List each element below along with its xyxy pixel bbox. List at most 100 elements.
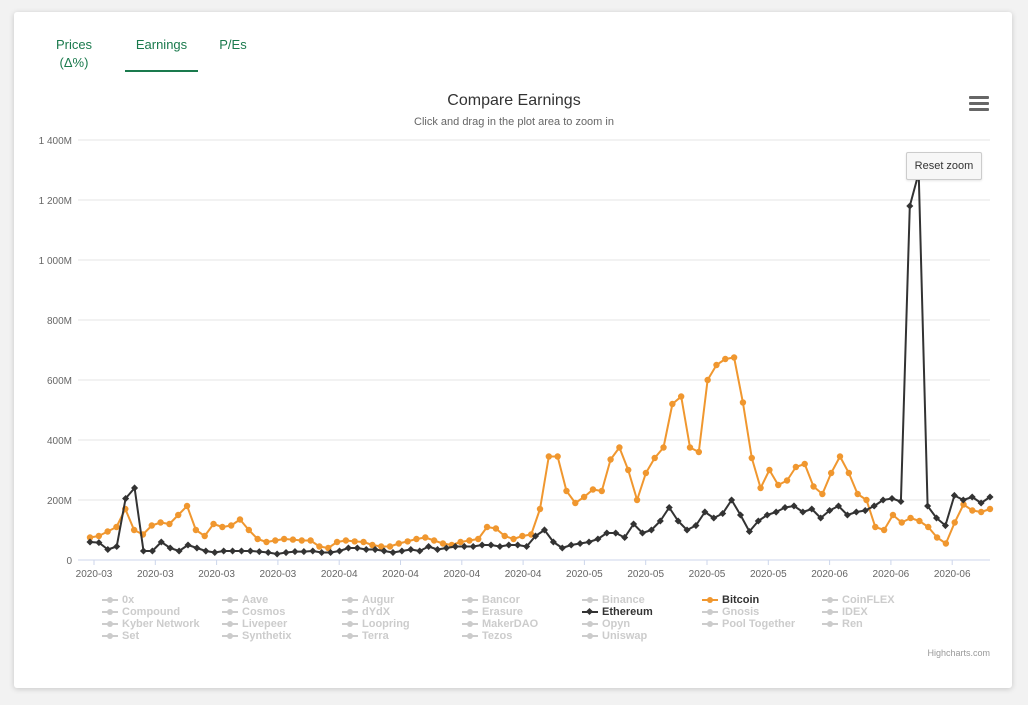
bitcoin-point <box>342 537 350 544</box>
x-tick-label: 2020-05 <box>689 569 726 580</box>
ethereum-point <box>781 503 789 512</box>
tab-earnings[interactable]: Earnings <box>125 36 198 72</box>
legend-label: Terra <box>362 630 389 642</box>
legend-item-coinflex[interactable]: CoinFLEX <box>822 594 895 606</box>
legend-item-pool-together[interactable]: Pool Together <box>702 618 795 630</box>
legend-item-ethereum[interactable]: Ethereum <box>582 606 653 618</box>
bitcoin-point <box>739 399 747 406</box>
legend-item-opyn[interactable]: Opyn <box>582 618 630 630</box>
reset-zoom-button[interactable]: Reset zoom <box>906 152 982 180</box>
tab-prices[interactable]: Prices (Δ%) <box>55 37 93 70</box>
legend-label: dYdX <box>362 606 391 618</box>
legend-item-livepeer[interactable]: Livepeer <box>222 618 287 630</box>
legend-label: Pool Together <box>722 618 796 630</box>
legend-label: Ethereum <box>602 606 653 618</box>
legend-label: Aave <box>242 594 269 606</box>
ethereum-point <box>335 547 344 555</box>
hamburger-menu-icon[interactable] <box>969 96 989 114</box>
legend-label: Kyber Network <box>122 618 200 630</box>
legend-label: 0x <box>122 594 135 606</box>
legend-item-augur[interactable]: Augur <box>342 594 394 606</box>
bitcoin-point <box>757 484 764 492</box>
ethereum-point <box>353 544 361 552</box>
earnings-line-chart[interactable]: 0 200M 400M 600M 800M 1 000M 1 200M 1 400M 2020… <box>14 12 1012 688</box>
ethereum-point <box>790 502 798 510</box>
legend-symbol-icon <box>222 594 238 606</box>
bitcoin-point <box>333 538 341 546</box>
legend-symbol-icon <box>342 594 358 606</box>
bitcoin-point <box>907 514 914 522</box>
legend-symbol-icon <box>102 618 118 630</box>
legend-item-loopring[interactable]: Loopring <box>342 618 410 630</box>
bitcoin-point <box>880 526 888 534</box>
legend-item-ren[interactable]: Ren <box>822 618 863 630</box>
ethereum-point <box>469 542 477 551</box>
bitcoin-point <box>263 538 270 546</box>
bitcoin-point <box>272 537 279 544</box>
ethereum-point <box>630 520 638 528</box>
ethereum-point <box>389 548 397 557</box>
ethereum-point <box>291 548 299 556</box>
legend-item-gnosis[interactable]: Gnosis <box>702 606 759 618</box>
bitcoin-point <box>545 453 553 460</box>
bitcoin-point <box>369 541 376 549</box>
legend-item-bancor[interactable]: Bancor <box>462 594 520 606</box>
bitcoin-point <box>589 486 597 493</box>
legend-item-aave[interactable]: Aave <box>222 594 268 606</box>
bitcoin-point <box>183 502 191 510</box>
ethereum-point <box>665 503 673 512</box>
legend-item-binance[interactable]: Binance <box>582 594 645 606</box>
ethereum-point <box>139 547 148 555</box>
ethereum-point <box>273 550 281 558</box>
y-tick-label: 0 <box>66 556 72 567</box>
y-tick-label: 1 400M <box>39 136 72 147</box>
legend-symbol-icon <box>702 594 718 606</box>
bitcoin-point <box>898 519 905 526</box>
bitcoin-point <box>227 522 235 529</box>
y-tick-label: 400M <box>47 436 72 447</box>
legend-item-0x[interactable]: 0x <box>102 594 134 606</box>
legend-item-compound[interactable]: Compound <box>102 606 180 618</box>
legend-item-kyber-network[interactable]: Kyber Network <box>102 618 200 630</box>
bitcoin-point <box>254 535 261 543</box>
ethereum-point <box>852 508 860 516</box>
legend-symbol-icon <box>102 630 118 642</box>
legend-item-bitcoin[interactable]: Bitcoin <box>702 594 759 606</box>
legend-item-synthetix[interactable]: Synthetix <box>222 630 292 642</box>
ethereum-point <box>647 526 655 534</box>
ethereum-point <box>300 548 308 556</box>
legend-item-makerdao[interactable]: MakerDAO <box>462 618 538 630</box>
legend-label: CoinFLEX <box>842 594 895 606</box>
bitcoin-point <box>325 544 332 552</box>
ethereum-point <box>843 511 851 519</box>
ethereum-point <box>585 538 593 546</box>
legend-item-tezos[interactable]: Tezos <box>462 630 512 642</box>
legend-item-cosmos[interactable]: Cosmos <box>222 606 285 618</box>
bitcoin-line <box>89 356 991 549</box>
ethereum-point <box>986 493 994 501</box>
legend-item-set[interactable]: Set <box>102 630 139 642</box>
ethereum-point <box>442 544 450 552</box>
legend-item-uniswap[interactable]: Uniswap <box>582 630 647 642</box>
ethereum-point <box>398 547 406 555</box>
y-tick-label: 800M <box>47 316 72 327</box>
bitcoin-point <box>775 481 782 489</box>
ethereum-point <box>870 502 878 510</box>
highcharts-credits[interactable]: Highcharts.com <box>927 648 990 658</box>
ethereum-point <box>237 547 246 555</box>
legend-item-terra[interactable]: Terra <box>342 630 389 642</box>
legend-label: Ren <box>842 618 863 630</box>
legend-item-dydx[interactable]: dYdX <box>342 606 390 618</box>
legend-symbol-icon <box>582 618 598 630</box>
bitcoin-point <box>510 535 517 543</box>
x-axis-labels: 2020-03 2020-03 2020-03 2020-03 2020-04 2020-… <box>76 560 971 580</box>
ethereum-point <box>416 547 424 555</box>
x-tick-label: 2020-05 <box>750 569 787 580</box>
bitcoin-point <box>430 537 438 544</box>
legend-item-erasure[interactable]: Erasure <box>462 606 523 618</box>
legend-symbol-icon <box>462 618 478 630</box>
legend-item-idex[interactable]: IDEX <box>822 606 868 618</box>
x-tick-label: 2020-03 <box>198 569 235 580</box>
tab-pes[interactable]: P/Es <box>219 37 247 52</box>
ethereum-point <box>888 494 896 503</box>
